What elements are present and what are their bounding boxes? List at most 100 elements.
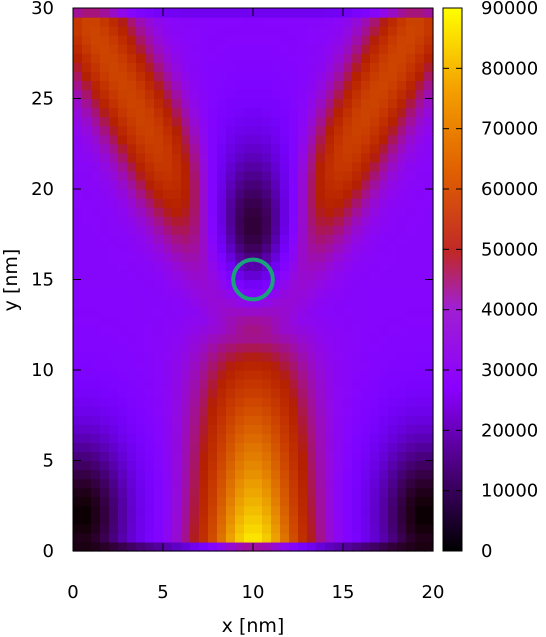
heatmap-cell	[208, 279, 218, 290]
heatmap-cell	[217, 71, 227, 81]
heatmap-cell	[136, 279, 146, 290]
heatmap-cell	[388, 116, 398, 127]
heatmap-cell	[388, 424, 398, 434]
heatmap-cell	[280, 62, 290, 72]
heatmap-cell	[82, 306, 92, 317]
heatmap-cell	[316, 207, 326, 217]
heatmap-cell	[109, 451, 119, 462]
heatmap-cell	[145, 315, 155, 326]
heatmap-cell	[262, 388, 272, 398]
heatmap-cell	[352, 216, 362, 226]
heatmap-cell	[262, 234, 272, 244]
heatmap-cell	[262, 360, 272, 371]
heatmap-cell	[424, 44, 434, 54]
heatmap-cell	[298, 35, 308, 45]
heatmap-cell	[235, 8, 245, 18]
heatmap-cell	[406, 207, 416, 217]
colorbar-tick-label: 30000	[481, 360, 538, 381]
heatmap-cell	[334, 152, 344, 163]
heatmap-cell	[100, 261, 110, 272]
heatmap-cell	[91, 179, 101, 190]
heatmap-cell	[415, 306, 425, 317]
heatmap-cell	[289, 451, 299, 462]
heatmap-cell	[343, 189, 353, 199]
heatmap-cell	[127, 333, 137, 344]
heatmap-cell	[253, 252, 263, 262]
heatmap-cell	[334, 261, 344, 272]
heatmap-cell	[172, 360, 182, 371]
heatmap-cell	[91, 71, 101, 81]
colorbar-tick-label: 0	[481, 541, 492, 562]
heatmap-cell	[73, 116, 83, 127]
heatmap-cell	[415, 261, 425, 272]
heatmap-cell	[190, 297, 200, 308]
heatmap-cell	[235, 342, 245, 353]
heatmap-cell	[226, 324, 236, 335]
heatmap-cell	[379, 198, 389, 208]
heatmap-cell	[127, 487, 137, 498]
heatmap-cell	[163, 234, 173, 244]
heatmap-cell	[271, 53, 281, 63]
heatmap-cell	[325, 514, 335, 525]
heatmap-cell	[334, 360, 344, 371]
heatmap-cell	[127, 62, 137, 72]
heatmap-cell	[136, 152, 146, 163]
heatmap-cell	[73, 80, 83, 91]
heatmap-cell	[217, 107, 227, 118]
heatmap-cell	[397, 306, 407, 317]
heatmap-cell	[379, 243, 389, 253]
heatmap-cell	[253, 71, 263, 81]
heatmap-cell	[226, 243, 236, 253]
heatmap-cell	[289, 17, 299, 27]
heatmap-cell	[91, 125, 101, 136]
heatmap-cell	[370, 351, 380, 362]
heatmap-cell	[271, 315, 281, 326]
heatmap-cell	[334, 207, 344, 217]
heatmap-cell	[406, 424, 416, 434]
heatmap-cell	[145, 433, 155, 443]
heatmap-cell	[154, 143, 164, 154]
heatmap-cell	[253, 125, 263, 136]
heatmap-cell	[118, 496, 128, 507]
heatmap-cell	[190, 360, 200, 371]
heatmap-cell	[370, 225, 380, 235]
heatmap-cell	[343, 35, 353, 45]
heatmap-cell	[100, 252, 110, 262]
heatmap-cell	[271, 170, 281, 181]
heatmap-cell	[361, 333, 371, 344]
heatmap-cell	[352, 189, 362, 199]
heatmap-cell	[208, 351, 218, 362]
heatmap-cell	[199, 342, 209, 353]
heatmap-cell	[199, 388, 209, 398]
heatmap-cell	[217, 333, 227, 344]
heatmap-cell	[208, 523, 218, 534]
heatmap-cell	[361, 370, 371, 380]
heatmap-cell	[397, 107, 407, 118]
heatmap-cell	[406, 116, 416, 127]
heatmap-cell	[406, 433, 416, 443]
heatmap-cell	[235, 98, 245, 109]
heatmap-cell	[109, 243, 119, 253]
heatmap-cell	[253, 496, 263, 507]
heatmap-cell	[379, 279, 389, 290]
heatmap-cell	[244, 261, 254, 272]
heatmap-cell	[118, 388, 128, 398]
heatmap-cell	[370, 270, 380, 281]
heatmap-cell	[307, 288, 317, 299]
heatmap-cell	[181, 71, 191, 81]
heatmap-cell	[172, 379, 182, 389]
heatmap-cell	[325, 333, 335, 344]
heatmap-cell	[190, 315, 200, 326]
heatmap-cell	[244, 17, 254, 27]
heatmap-cell	[307, 297, 317, 308]
heatmap-cell	[298, 424, 308, 434]
heatmap-cell	[379, 514, 389, 525]
heatmap-cell	[226, 116, 236, 127]
heatmap-cell	[190, 17, 200, 27]
heatmap-cell	[307, 324, 317, 335]
heatmap-cell	[289, 351, 299, 362]
heatmap-cell	[208, 442, 218, 453]
heatmap-cell	[73, 379, 83, 389]
heatmap-cell	[172, 505, 182, 516]
heatmap-cell	[343, 207, 353, 217]
